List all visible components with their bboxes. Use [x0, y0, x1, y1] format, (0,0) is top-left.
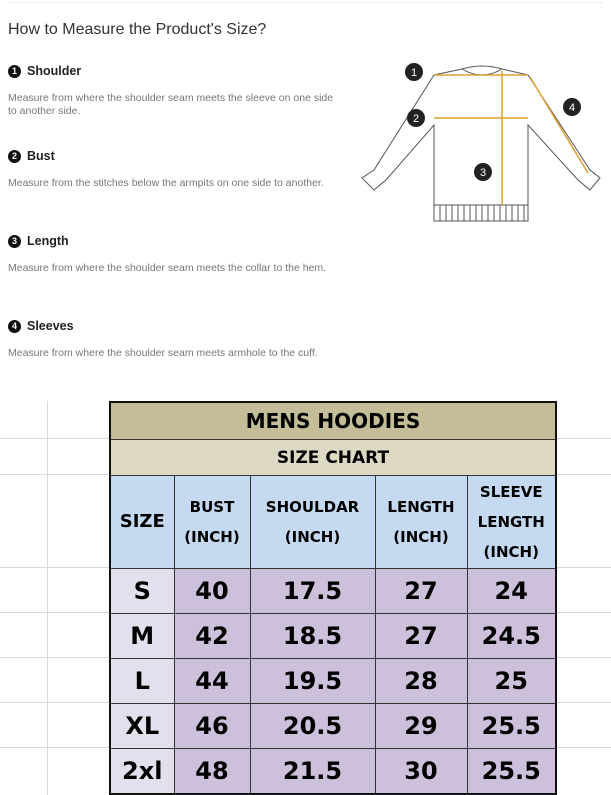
cell-sleeve-length: 25.5 — [466, 748, 557, 795]
cell-sleeve-length: 24 — [466, 568, 557, 614]
guide-item-sleeves: 4 Sleeves Measure from where the shoulder… — [8, 319, 338, 360]
cell-length: 28 — [374, 658, 468, 704]
number-4-icon: 4 — [8, 319, 21, 333]
cell-size: L — [109, 658, 175, 704]
item-label: Sleeves — [27, 319, 74, 333]
chart-subtitle: SIZE CHART — [109, 439, 557, 476]
diagram-marker-3: 3 — [474, 163, 492, 181]
size-chart-table: MENS HOODIES SIZE CHART SIZE BUST (INCH)… — [109, 401, 557, 795]
cell-bust: 42 — [173, 613, 251, 659]
cell-shoulder: 19.5 — [249, 658, 376, 704]
cell-size: M — [109, 613, 175, 659]
svg-text:4: 4 — [569, 102, 575, 114]
svg-text:3: 3 — [480, 167, 486, 179]
header-shoulder: SHOULDAR (INCH) — [249, 475, 376, 569]
cell-sleeve-length: 25.5 — [466, 703, 557, 749]
cell-shoulder: 17.5 — [249, 568, 376, 614]
cell-size: XL — [109, 703, 175, 749]
cell-bust: 44 — [173, 658, 251, 704]
sweater-diagram: 1 2 3 4 — [361, 63, 601, 222]
cell-shoulder: 18.5 — [249, 613, 376, 659]
cell-length: 27 — [374, 613, 468, 659]
cell-bust: 46 — [173, 703, 251, 749]
item-label: Length — [27, 234, 69, 248]
guide-item-bust: 2 Bust Measure from the stitches below th… — [8, 149, 338, 190]
svg-text:1: 1 — [411, 67, 417, 79]
table-row: M 42 18.5 27 24.5 — [109, 613, 557, 659]
guide-item-shoulder: 1 Shoulder Measure from where the shoulde… — [8, 64, 338, 118]
cell-shoulder: 20.5 — [249, 703, 376, 749]
cell-sleeve-length: 24.5 — [466, 613, 557, 659]
header-length: LENGTH (INCH) — [374, 475, 468, 569]
cell-bust: 40 — [173, 568, 251, 614]
table-row: L 44 19.5 28 25 — [109, 658, 557, 704]
cell-size: 2xl — [109, 748, 175, 795]
cell-size: S — [109, 568, 175, 614]
diagram-marker-2: 2 — [407, 109, 425, 127]
item-label: Shoulder — [27, 64, 82, 78]
cell-length: 29 — [374, 703, 468, 749]
cell-length: 27 — [374, 568, 468, 614]
cell-shoulder: 21.5 — [249, 748, 376, 795]
cell-length: 30 — [374, 748, 468, 795]
guide-title: How to Measure the Product's Size? — [8, 21, 267, 38]
number-3-icon: 3 — [8, 234, 21, 248]
number-1-icon: 1 — [8, 64, 21, 78]
table-row: XL 46 20.5 29 25.5 — [109, 703, 557, 749]
cell-sleeve-length: 25 — [466, 658, 557, 704]
item-label: Bust — [27, 149, 55, 163]
table-row: 2xl 48 21.5 30 25.5 — [109, 748, 557, 795]
diagram-marker-1: 1 — [405, 63, 423, 81]
chart-title: MENS HOODIES — [109, 401, 557, 440]
guide-item-length: 3 Length Measure from where the shoulder … — [8, 234, 338, 275]
item-description: Measure from where the shoulder seam mee… — [8, 262, 327, 274]
item-description: Measure from where the shoulder seam mee… — [8, 347, 318, 359]
table-row: S 40 17.5 27 24 — [109, 568, 557, 614]
item-description: Measure from where the shoulder seam mee… — [8, 92, 334, 117]
header-sleeve-length: SLEEVE LENGTH (INCH) — [466, 475, 557, 569]
item-description: Measure from the stitches below the armp… — [8, 177, 324, 189]
cell-bust: 48 — [173, 748, 251, 795]
gridline — [47, 401, 48, 795]
number-2-icon: 2 — [8, 149, 21, 163]
svg-text:2: 2 — [413, 113, 419, 125]
divider — [8, 2, 603, 3]
header-bust: BUST (INCH) — [173, 475, 251, 569]
header-size: SIZE — [109, 475, 175, 569]
diagram-marker-4: 4 — [563, 98, 581, 116]
